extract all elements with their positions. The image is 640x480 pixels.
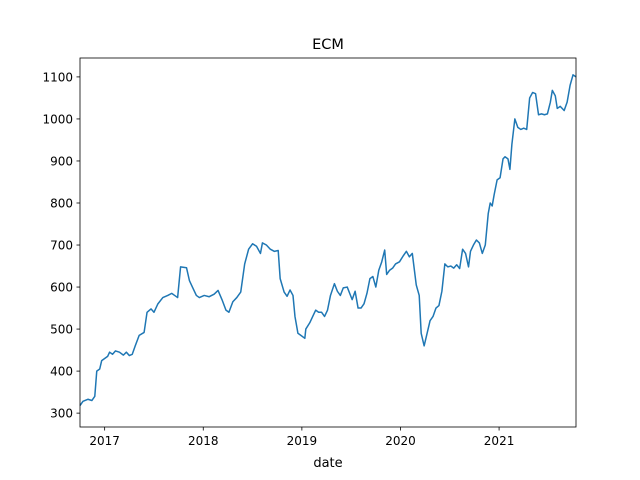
line [79, 74, 577, 407]
y-tick-label: 1000 [42, 112, 73, 126]
y-tick-label: 400 [50, 365, 73, 379]
x-tick-label: 2021 [484, 434, 515, 448]
y-tick-label: 800 [50, 196, 73, 210]
y-tick-label: 700 [50, 239, 73, 253]
y-tick-label: 600 [50, 281, 73, 295]
plot-frame [79, 57, 577, 428]
x-tick-label: 2020 [385, 434, 416, 448]
y-tick-label: 300 [50, 407, 73, 421]
y-tick-label: 1100 [42, 70, 73, 84]
chart-title: ECM [312, 37, 344, 53]
x-tick-label: 2017 [89, 434, 120, 448]
x-tick-label: 2018 [188, 434, 219, 448]
y-tick-label: 500 [50, 323, 73, 337]
x-tick-label: 2019 [287, 434, 318, 448]
x-axis-label: date [313, 456, 342, 471]
y-tick-label: 900 [50, 154, 73, 168]
